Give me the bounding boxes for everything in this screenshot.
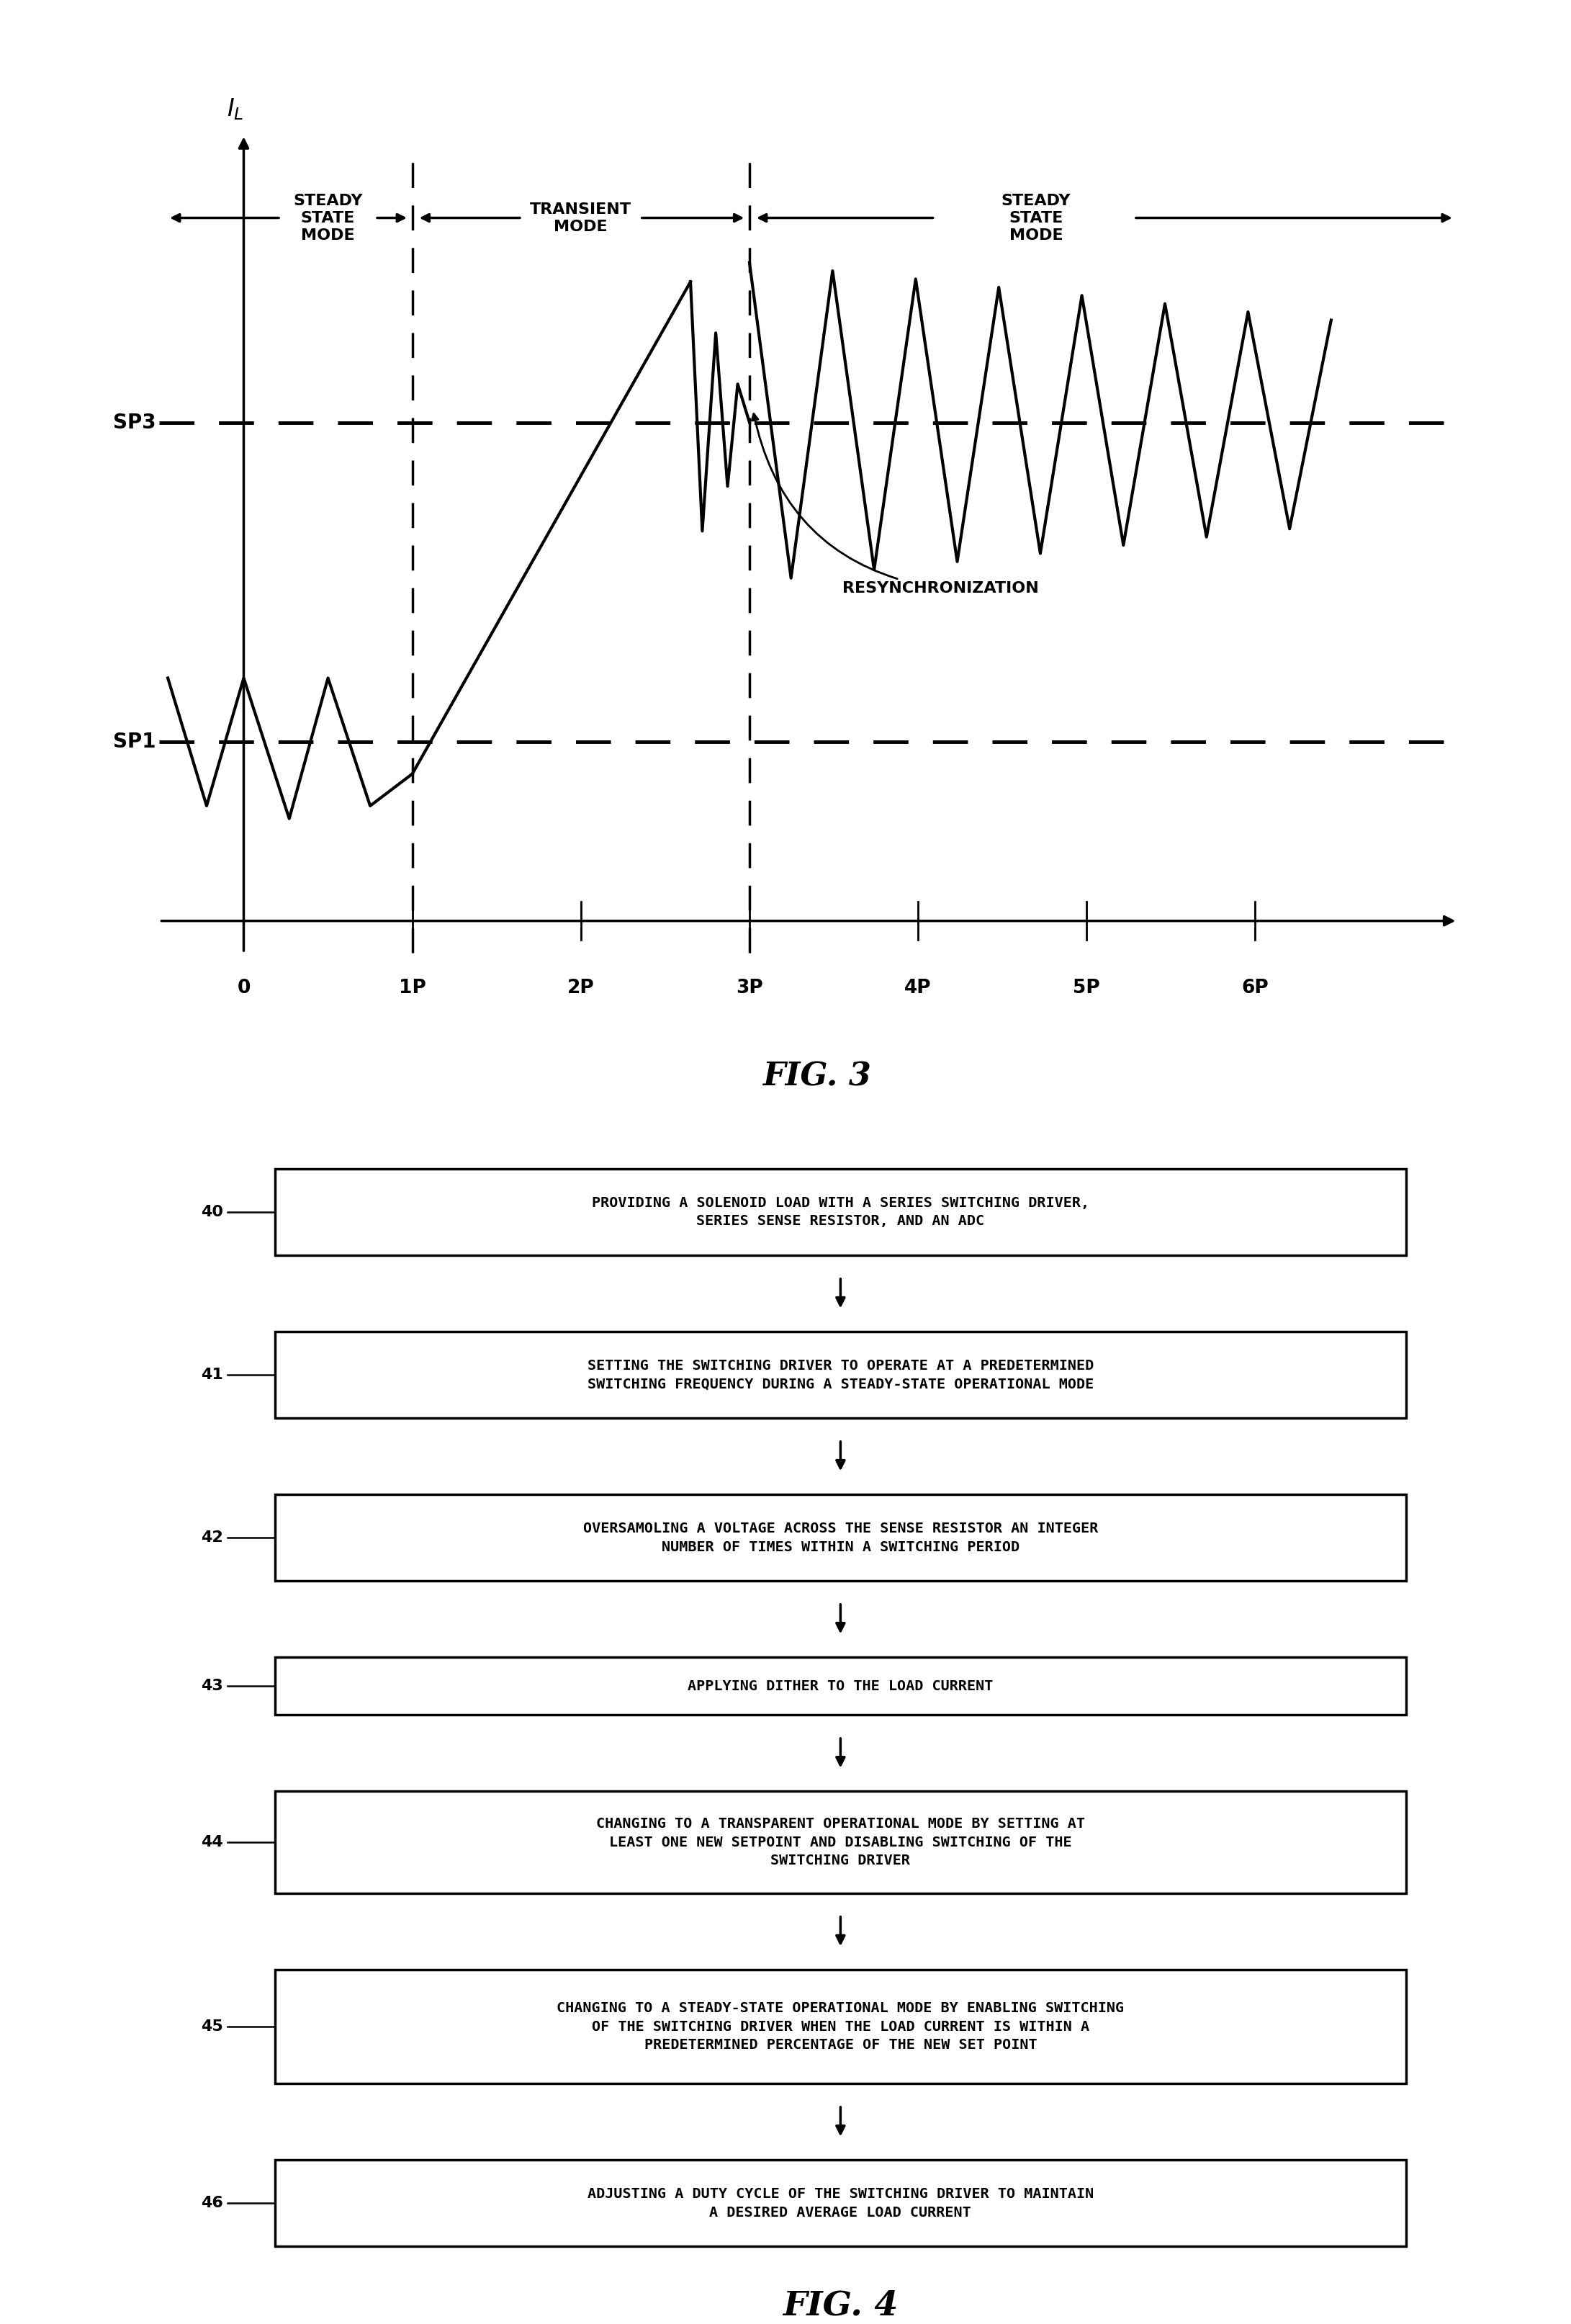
Bar	[275, 2159, 1406, 2247]
Bar	[275, 1169, 1406, 1255]
Text: SETTING THE SWITCHING DRIVER TO OPERATE AT A PREDETERMINED
SWITCHING FREQUENCY D: SETTING THE SWITCHING DRIVER TO OPERATE …	[588, 1360, 1093, 1392]
Text: 44: 44	[201, 1836, 223, 1850]
Text: CHANGING TO A TRANSPARENT OPERATIONAL MODE BY SETTING AT
LEAST ONE NEW SETPOINT : CHANGING TO A TRANSPARENT OPERATIONAL MO…	[595, 1817, 1086, 1868]
Text: SP1: SP1	[113, 732, 156, 753]
Text: $I_L$: $I_L$	[226, 98, 244, 121]
Text: SP3: SP3	[113, 411, 156, 432]
Text: 3P: 3P	[735, 978, 764, 997]
Text: 46: 46	[201, 2196, 223, 2210]
Text: FIG. 4: FIG. 4	[782, 2289, 899, 2322]
Text: STEADY
STATE
MODE: STEADY STATE MODE	[294, 193, 363, 242]
Text: APPLYING DITHER TO THE LOAD CURRENT: APPLYING DITHER TO THE LOAD CURRENT	[688, 1680, 993, 1692]
Text: 45: 45	[201, 2020, 223, 2034]
Text: FIG. 3: FIG. 3	[762, 1062, 872, 1092]
Text: 6P: 6P	[1241, 978, 1269, 997]
Bar	[275, 1332, 1406, 1418]
Text: RESYNCHRONIZATION: RESYNCHRONIZATION	[753, 414, 1038, 595]
Text: ADJUSTING A DUTY CYCLE OF THE SWITCHING DRIVER TO MAINTAIN
A DESIRED AVERAGE LOA: ADJUSTING A DUTY CYCLE OF THE SWITCHING …	[588, 2187, 1093, 2219]
Bar	[275, 1971, 1406, 2082]
Text: 40: 40	[201, 1204, 223, 1220]
Text: CHANGING TO A STEADY-STATE OPERATIONAL MODE BY ENABLING SWITCHING
OF THE SWITCHI: CHANGING TO A STEADY-STATE OPERATIONAL M…	[556, 2001, 1125, 2052]
Bar	[275, 1792, 1406, 1894]
Text: PROVIDING A SOLENOID LOAD WITH A SERIES SWITCHING DRIVER,
SERIES SENSE RESISTOR,: PROVIDING A SOLENOID LOAD WITH A SERIES …	[592, 1197, 1089, 1227]
Bar	[275, 1657, 1406, 1715]
Text: 4P: 4P	[905, 978, 932, 997]
Text: 2P: 2P	[567, 978, 594, 997]
Bar	[275, 1494, 1406, 1580]
Text: 41: 41	[201, 1369, 223, 1383]
Text: 5P: 5P	[1073, 978, 1100, 997]
Text: TRANSIENT
MODE: TRANSIENT MODE	[529, 202, 632, 235]
Text: 0: 0	[237, 978, 250, 997]
Text: OVERSAMOLING A VOLTAGE ACROSS THE SENSE RESISTOR AN INTEGER
NUMBER OF TIMES WITH: OVERSAMOLING A VOLTAGE ACROSS THE SENSE …	[583, 1522, 1098, 1555]
Text: STEADY
STATE
MODE: STEADY STATE MODE	[1001, 193, 1071, 242]
Text: 43: 43	[201, 1678, 223, 1694]
Text: 1P: 1P	[399, 978, 426, 997]
Text: 42: 42	[201, 1532, 223, 1545]
